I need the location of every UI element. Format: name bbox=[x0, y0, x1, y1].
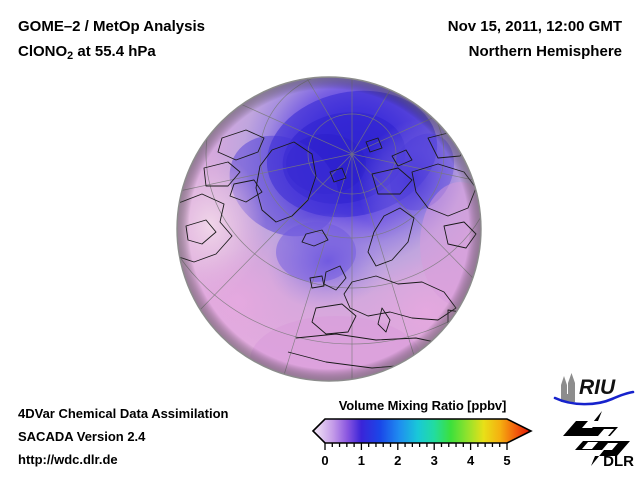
dlr-logo: DLR bbox=[558, 410, 636, 470]
instrument-title: GOME–2 / MetOp Analysis bbox=[18, 18, 205, 35]
colorbar-tick-label: 1 bbox=[358, 453, 365, 467]
colorbar-title: Volume Mixing Ratio [ppbv] bbox=[338, 398, 507, 413]
dlr-wordmark: DLR bbox=[603, 453, 634, 468]
globe-field bbox=[177, 77, 481, 381]
header-right-block: Nov 15, 2011, 12:00 GMT Northern Hemisph… bbox=[448, 14, 622, 64]
region-label: Northern Hemisphere bbox=[468, 43, 622, 60]
riu-wordmark: RIU bbox=[579, 376, 616, 399]
species-title: ClONO2 at 55.4 hPa bbox=[18, 39, 205, 66]
footer-line-method: 4DVar Chemical Data Assimilation bbox=[18, 406, 229, 421]
colorbar-tick-label: 2 bbox=[394, 453, 401, 467]
footer-line-version: SACADA Version 2.4 bbox=[18, 429, 146, 444]
species-name: ClONO bbox=[18, 43, 68, 60]
colorbar-tick-label: 0 bbox=[321, 453, 328, 467]
dlr-glyph-icon bbox=[563, 411, 630, 466]
colorbar-block: Volume Mixing Ratio [ppbv] 0 1 2 3 4 5 bbox=[305, 398, 540, 467]
riu-wave-icon bbox=[553, 390, 635, 406]
riu-towers-icon bbox=[561, 373, 575, 402]
polar-globe-map bbox=[176, 76, 482, 382]
header-left-block: GOME–2 / MetOp Analysis ClONO2 at 55.4 h… bbox=[18, 14, 205, 66]
datetime-label: Nov 15, 2011, 12:00 GMT bbox=[447, 18, 622, 35]
colorbar-tick-label: 5 bbox=[503, 453, 510, 467]
globe-outline bbox=[176, 76, 482, 382]
colorbar-ticks bbox=[324, 443, 508, 450]
footer-text-block: 4DVar Chemical Data Assimilation SACADA … bbox=[18, 402, 229, 471]
colorbar-tick-label: 3 bbox=[431, 453, 438, 467]
riu-logo: RIU bbox=[552, 372, 636, 406]
species-level: at 55.4 hPa bbox=[73, 43, 156, 60]
colorbar: 0 1 2 3 4 5 bbox=[311, 418, 533, 467]
species-subscript: 2 bbox=[67, 50, 74, 62]
colorbar-tick-labels: 0 1 2 3 4 5 bbox=[321, 453, 510, 467]
footer-line-url: http://wdc.dlr.de bbox=[18, 452, 118, 467]
colorbar-tick-label: 4 bbox=[467, 453, 475, 467]
